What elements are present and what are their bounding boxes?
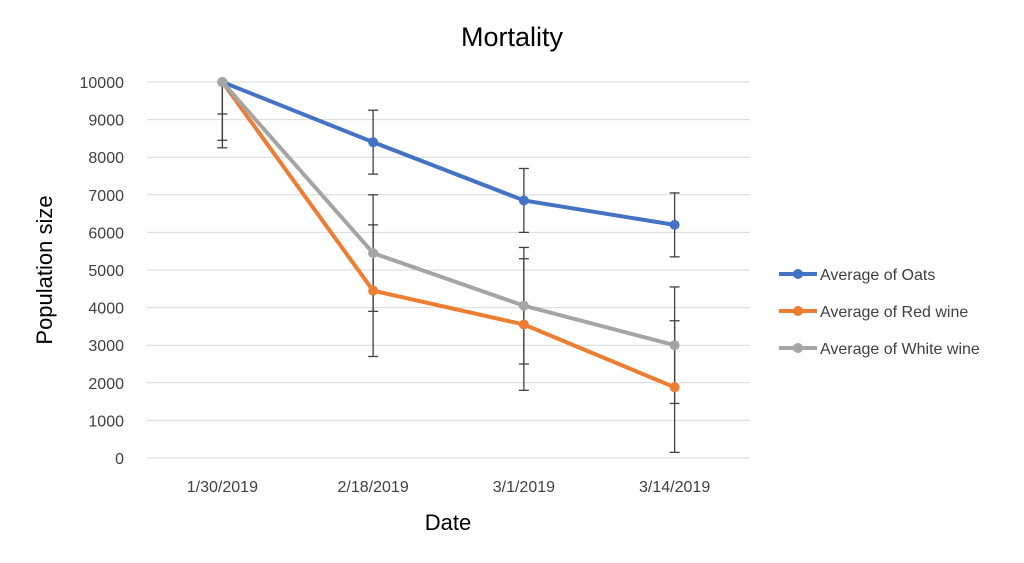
y-tick-label: 4000 xyxy=(88,301,124,318)
series-line-average-of-red-wine xyxy=(220,80,677,390)
y-axis-tick-labels: 0 1000 2000 3000 4000 5000 6000 7000 8000 9000 100… xyxy=(80,75,125,468)
chart-title: Mortality xyxy=(461,22,564,52)
x-tick-label: 3/1/2019 xyxy=(493,479,555,496)
y-tick-label: 10000 xyxy=(80,75,125,92)
data-point-average-of-white-wine xyxy=(518,300,529,311)
data-point-average-of-white-wine xyxy=(368,248,379,259)
x-tick-label: 3/14/2019 xyxy=(639,479,710,496)
data-point-average-of-oats xyxy=(669,219,680,230)
x-tick-label: 1/30/2019 xyxy=(187,479,258,496)
y-tick-label: 5000 xyxy=(88,263,124,280)
y-tick-label: 9000 xyxy=(88,113,124,130)
series-line-average-of-white-wine xyxy=(220,80,677,348)
x-axis-tick-labels: 1/30/2019 2/18/2019 3/1/2019 3/14/2019 xyxy=(187,479,711,496)
gridlines xyxy=(147,81,750,459)
y-tick-label: 1000 xyxy=(88,413,124,430)
y-tick-label: 7000 xyxy=(88,188,124,205)
data-point-average-of-white-wine xyxy=(669,340,680,351)
legend-swatch-marker xyxy=(793,306,803,316)
legend-swatch-marker xyxy=(793,343,803,353)
y-axis-title: Population size xyxy=(32,195,57,344)
data-point-average-of-oats xyxy=(368,137,379,148)
data-point-average-of-oats xyxy=(518,195,529,206)
legend-label: Average of White wine xyxy=(820,341,980,358)
x-axis-title: Date xyxy=(425,510,471,535)
legend-item: Average of Red wine xyxy=(779,304,968,321)
legend-label: Average of Oats xyxy=(820,267,935,284)
y-tick-label: 8000 xyxy=(88,150,124,167)
data-point-average-of-white-wine xyxy=(217,77,228,87)
legend-label: Average of Red wine xyxy=(820,304,968,321)
legend-item: Average of Oats xyxy=(779,267,935,284)
y-tick-label: 3000 xyxy=(88,338,124,355)
y-tick-label: 6000 xyxy=(88,225,124,242)
x-tick-label: 2/18/2019 xyxy=(338,479,409,496)
y-tick-label: 2000 xyxy=(88,376,124,393)
y-tick-label: 0 xyxy=(115,451,124,468)
legend-swatch-marker xyxy=(793,269,803,279)
data-point-average-of-red-wine xyxy=(368,285,379,296)
series-lines xyxy=(217,77,680,393)
legend-item: Average of White wine xyxy=(779,341,980,358)
data-point-average-of-red-wine xyxy=(669,382,680,393)
series-line-average-of-oats xyxy=(220,80,677,227)
legend: Average of Oats Average of Red wine Averag… xyxy=(779,267,980,358)
data-point-average-of-red-wine xyxy=(518,319,529,330)
error-bars xyxy=(217,81,680,454)
